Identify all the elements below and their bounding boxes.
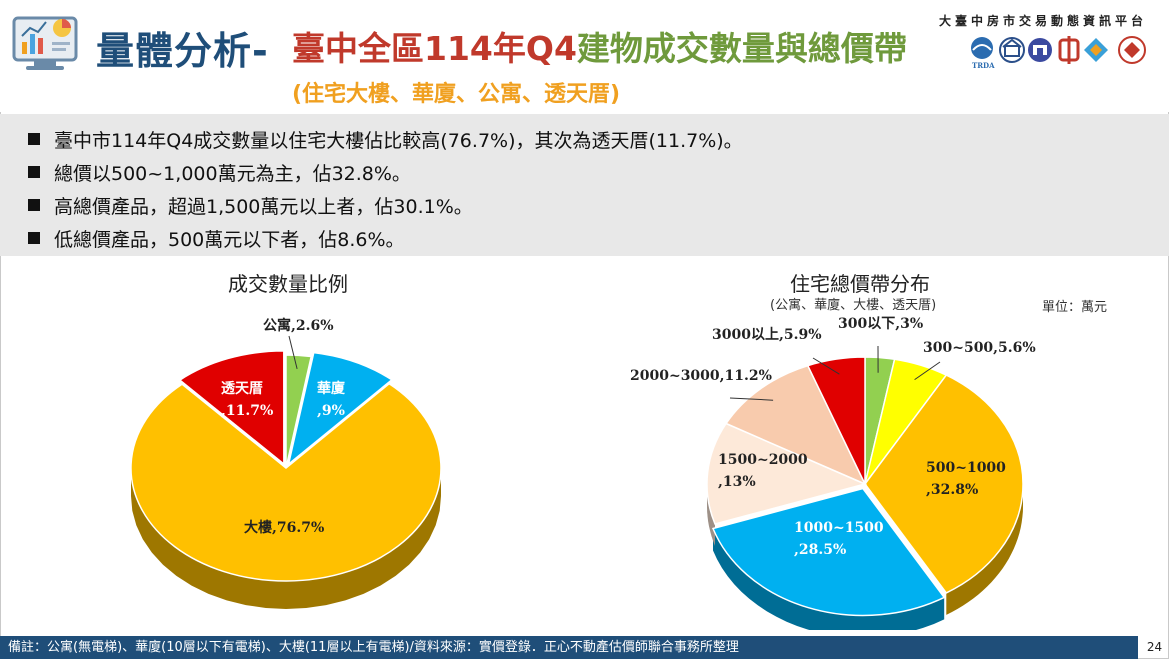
trda-logo-icon: TRDA: [971, 37, 995, 70]
slice-value-label: ,32.8%: [926, 482, 978, 498]
slice-label: 300~500,5.6%: [923, 340, 1036, 356]
pie-slice: [711, 487, 946, 617]
slice-label: 1500~2000: [718, 452, 808, 468]
page-title: 量體分析-: [96, 29, 269, 73]
pie-slice: [724, 364, 867, 486]
summary-text: 低總價產品，500萬元以下者，佔8.6%。: [54, 229, 405, 251]
chart2-pie: 300以下,3%300~500,5.6% 500~1000 ,32.8% 1000~1…: [630, 316, 1036, 630]
analytics-monitor-icon: [12, 16, 78, 70]
leader-line: [729, 397, 774, 401]
ctreaa-logo-icon: [1118, 36, 1146, 64]
slice-label: 華廈: [317, 380, 345, 397]
subtitle-part-a: 臺中全區114年Q4: [292, 29, 577, 68]
footer-note: 備註：公寓(無電梯)、華廈(10層以下有電梯)、大樓(11層以上有電梯)/資料來…: [0, 636, 1138, 659]
bullet-square-icon: [28, 199, 40, 211]
slice-label: 公寓,2.6%: [263, 317, 334, 334]
zhong-logo-icon: [1058, 36, 1080, 64]
page-number: 24: [1146, 640, 1163, 654]
leader-line: [812, 357, 840, 375]
pie-slice: [864, 374, 1024, 594]
bullet-square-icon: [28, 232, 40, 244]
chart2-unit: 單位：萬元: [1042, 300, 1108, 315]
slice-value-label: ,28.5%: [794, 542, 846, 558]
emblem-logo-icon: [1028, 38, 1052, 62]
bullet-square-icon: [28, 166, 40, 178]
summary-item: 總價以500~1,000萬元為主，佔32.8%。: [28, 159, 411, 186]
slice-label: 透天厝: [221, 381, 263, 397]
pie-slice: [285, 354, 313, 469]
slice-label: 2000~3000,11.2%: [630, 368, 772, 384]
trda-logo-text: TRDA: [972, 61, 995, 70]
chart1-pie: 公寓,2.6% 華廈 ,9% 大樓,76.7% 透天厝 ,11.7%: [130, 317, 442, 609]
slice-label: 500~1000: [926, 460, 1006, 476]
building-logo-icon: [999, 37, 1025, 63]
summary-item: 高總價產品，超過1,500萬元以上者，佔30.1%。: [28, 192, 473, 219]
summary-text: 高總價產品，超過1,500萬元以上者，佔30.1%。: [54, 196, 473, 218]
chart2-title: 住宅總價帶分布: [790, 272, 930, 296]
page-subtitle: 臺中全區114年Q4建物成交數量與總價帶: [292, 22, 907, 70]
pie-slice: [706, 422, 868, 525]
summary-text: 臺中市114年Q4成交數量以住宅大樓佔比較高(76.7%)，其次為透天厝(11.…: [54, 130, 743, 152]
pie-slice: [178, 350, 285, 466]
slide-header: 量體分析- 臺中全區114年Q4建物成交數量與總價帶 (住宅大樓、華廈、公寓、透…: [0, 0, 1169, 112]
pie-slice-side: [131, 468, 441, 609]
summary-text: 總價以500~1,000萬元為主，佔32.8%。: [54, 163, 411, 185]
partner-logos: TRDA: [971, 36, 1146, 70]
pie-slice: [806, 356, 866, 485]
slice-value-label: ,13%: [718, 474, 756, 490]
summary-panel: 臺中市114年Q4成交數量以住宅大樓佔比較高(76.7%)，其次為透天厝(11.…: [0, 114, 1169, 256]
slice-label: 3000以上,5.9%: [712, 327, 822, 343]
pie-slice: [130, 382, 442, 582]
chart2-subtitle: (公寓、華廈、大樓、透天厝): [770, 298, 937, 313]
pie-slice-side: [713, 528, 945, 630]
platform-name: 大臺中房市交易動態資訊平台: [938, 14, 1147, 28]
chart1-title: 成交數量比例: [228, 272, 348, 296]
slice-label: 300以下,3%: [838, 316, 923, 332]
building-types-note: (住宅大樓、華廈、公寓、透天厝): [292, 82, 621, 107]
subtitle-part-b: 建物成交數量與總價帶: [576, 29, 907, 68]
slice-label: 大樓,76.7%: [244, 519, 324, 536]
slice-value-label: ,9%: [317, 403, 345, 419]
leader-line: [288, 335, 298, 370]
leader-line: [914, 361, 941, 381]
slice-label: 1000~1500: [794, 520, 884, 536]
diamond-logo-icon: [1084, 38, 1108, 62]
summary-item: 臺中市114年Q4成交數量以住宅大樓佔比較高(76.7%)，其次為透天厝(11.…: [28, 126, 743, 153]
pie-slice: [287, 351, 394, 467]
summary-item: 低總價產品，500萬元以下者，佔8.6%。: [28, 225, 405, 252]
bullet-square-icon: [28, 133, 40, 145]
slice-value-label: ,11.7%: [221, 403, 273, 419]
